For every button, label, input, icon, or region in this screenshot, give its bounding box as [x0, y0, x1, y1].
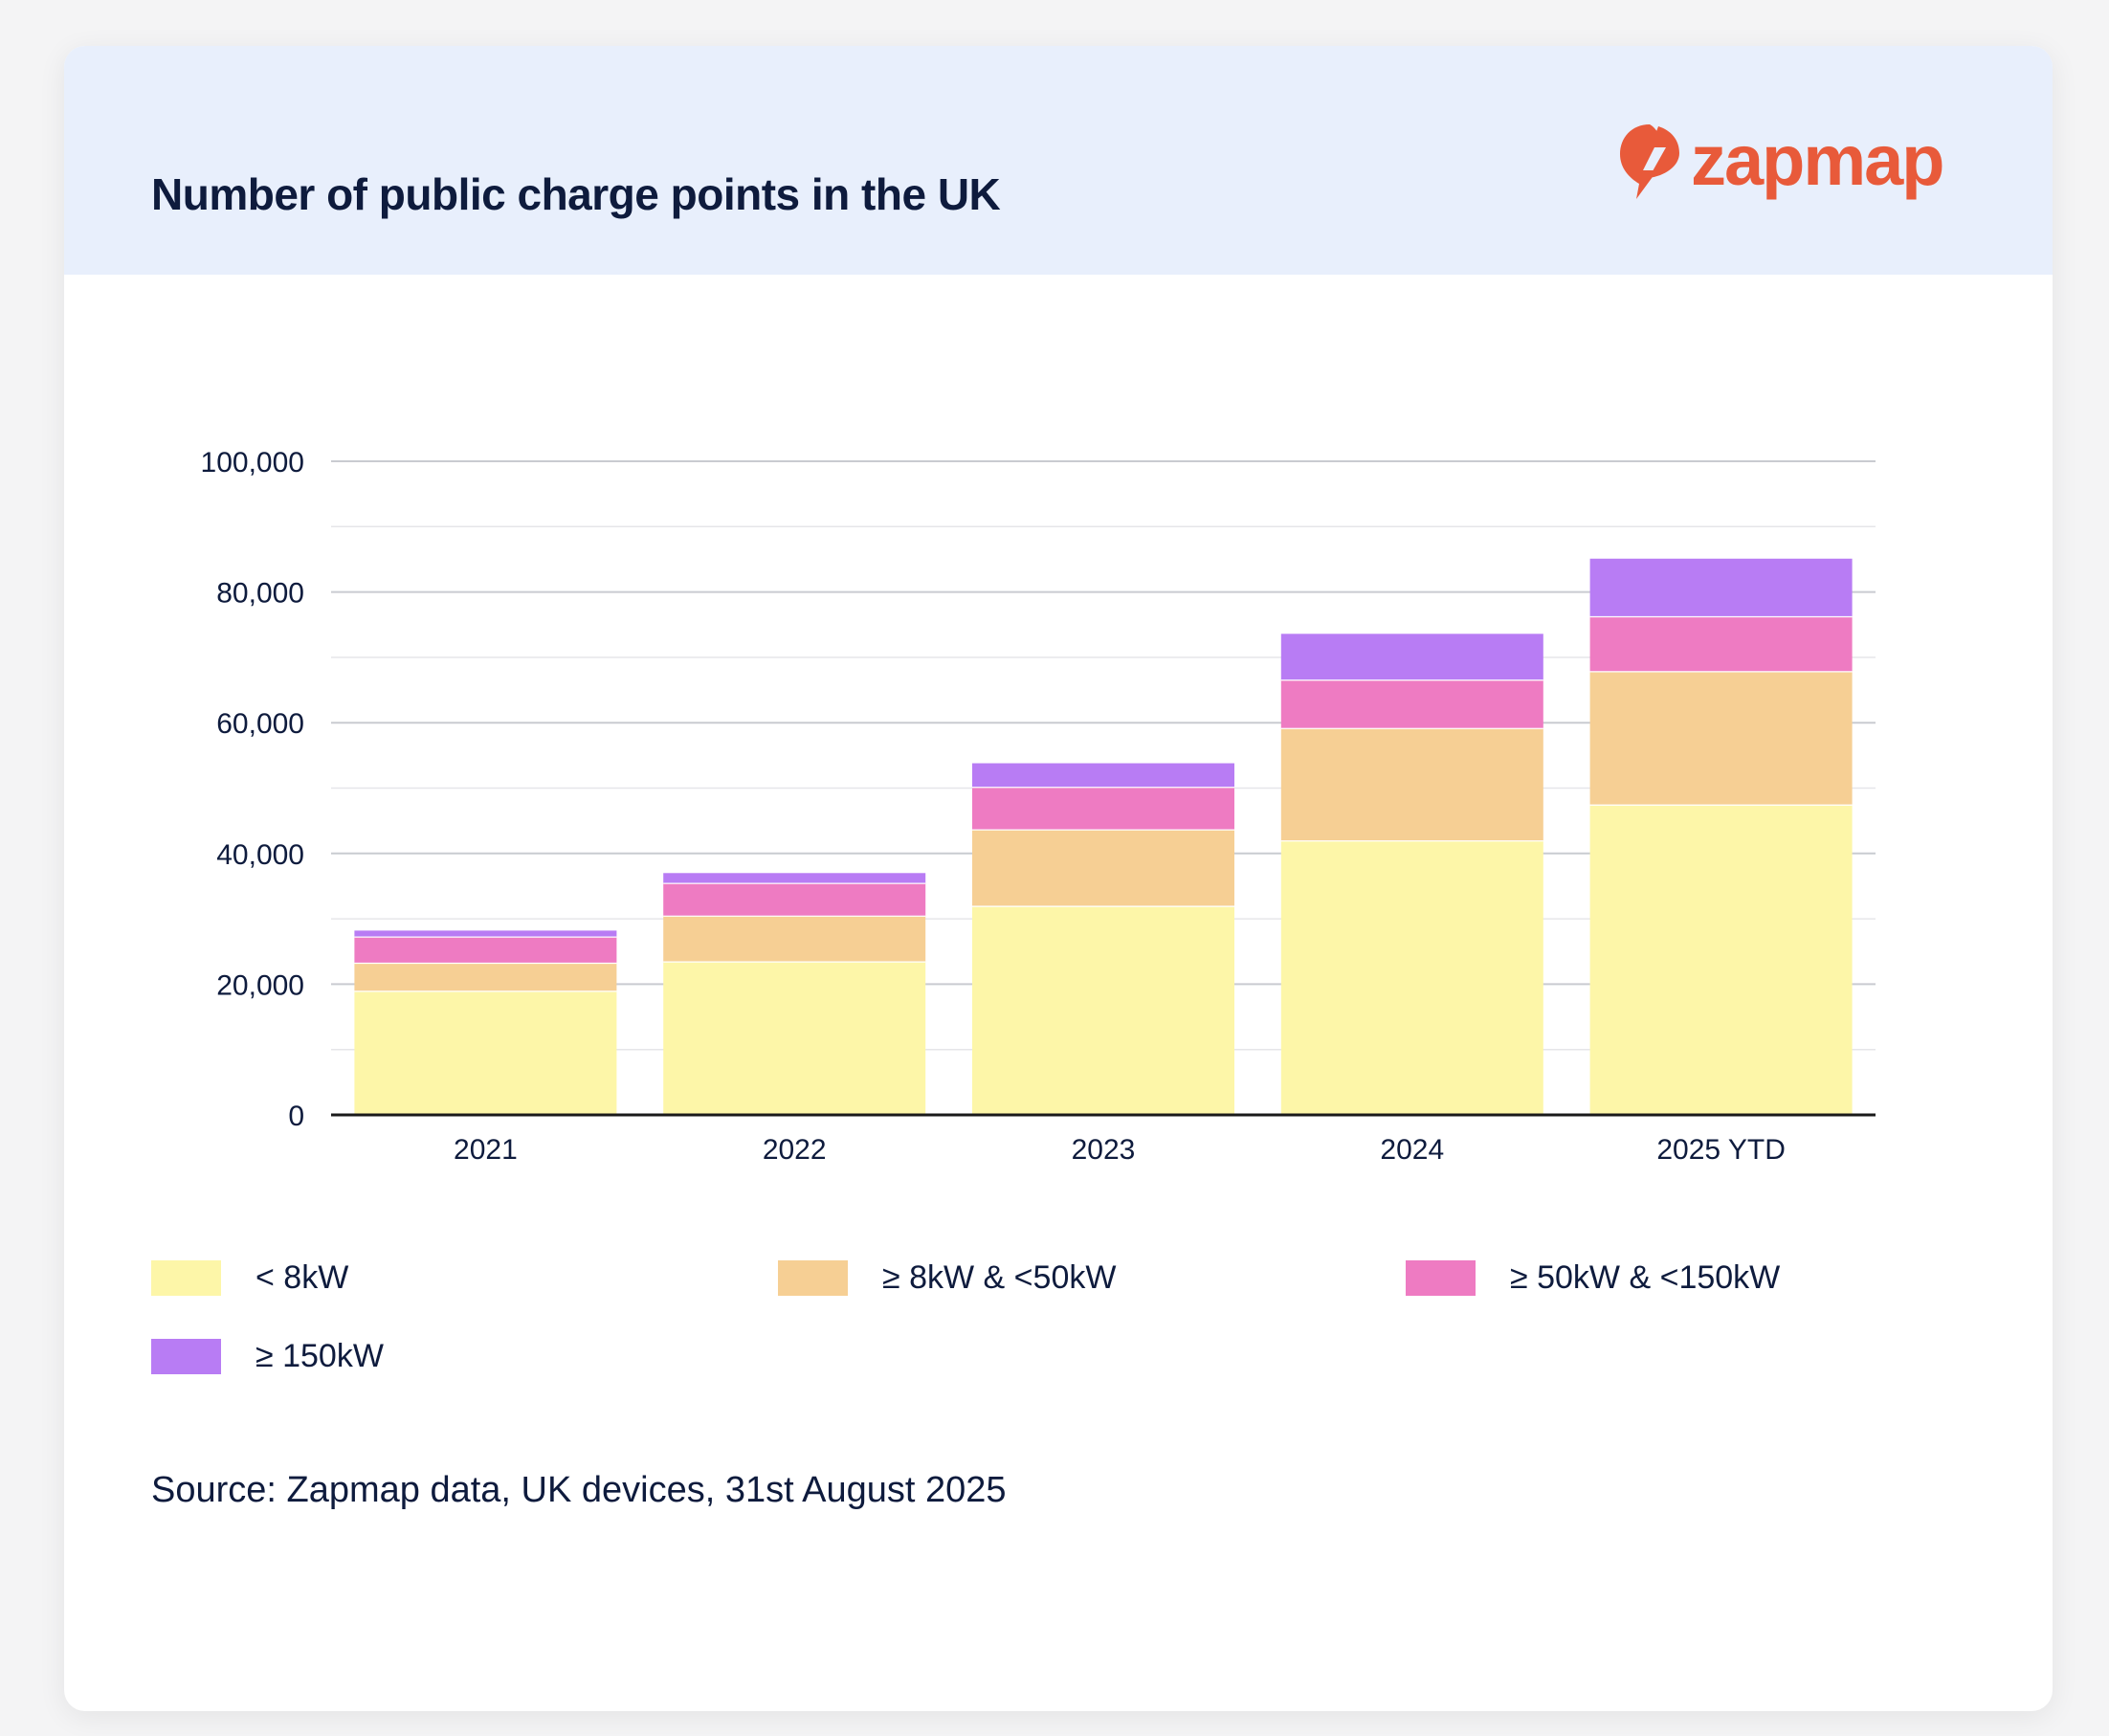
chart-card: Number of public charge points in the UK…: [64, 46, 2053, 1711]
zapmap-logo: zapmap: [1616, 121, 1945, 201]
legend-swatch: [1406, 1260, 1476, 1296]
legend-swatch: [151, 1339, 221, 1374]
legend-label: ≥ 8kW & <50kW: [882, 1259, 1117, 1296]
legend-item: ≥ 50kW & <150kW: [1406, 1259, 1780, 1297]
legend-label: < 8kW: [255, 1259, 349, 1296]
chart-title: Number of public charge points in the UK: [151, 169, 1001, 219]
legend-label: ≥ 150kW: [255, 1338, 384, 1374]
legend-swatch: [778, 1260, 848, 1296]
legend-swatch: [151, 1260, 221, 1296]
bolt-icon: [1620, 124, 1679, 199]
legend-item: < 8kW: [151, 1259, 348, 1297]
source-note: Source: Zapmap data, UK devices, 31st Au…: [151, 1470, 1007, 1510]
legend-item: ≥ 8kW & <50kW: [778, 1259, 1116, 1297]
card-header: Number of public charge points in the UK…: [64, 46, 2053, 275]
legend-label: ≥ 50kW & <150kW: [1510, 1259, 1781, 1296]
logo-text: zapmap: [1691, 121, 1945, 200]
legend-item: ≥ 150kW: [151, 1338, 384, 1375]
